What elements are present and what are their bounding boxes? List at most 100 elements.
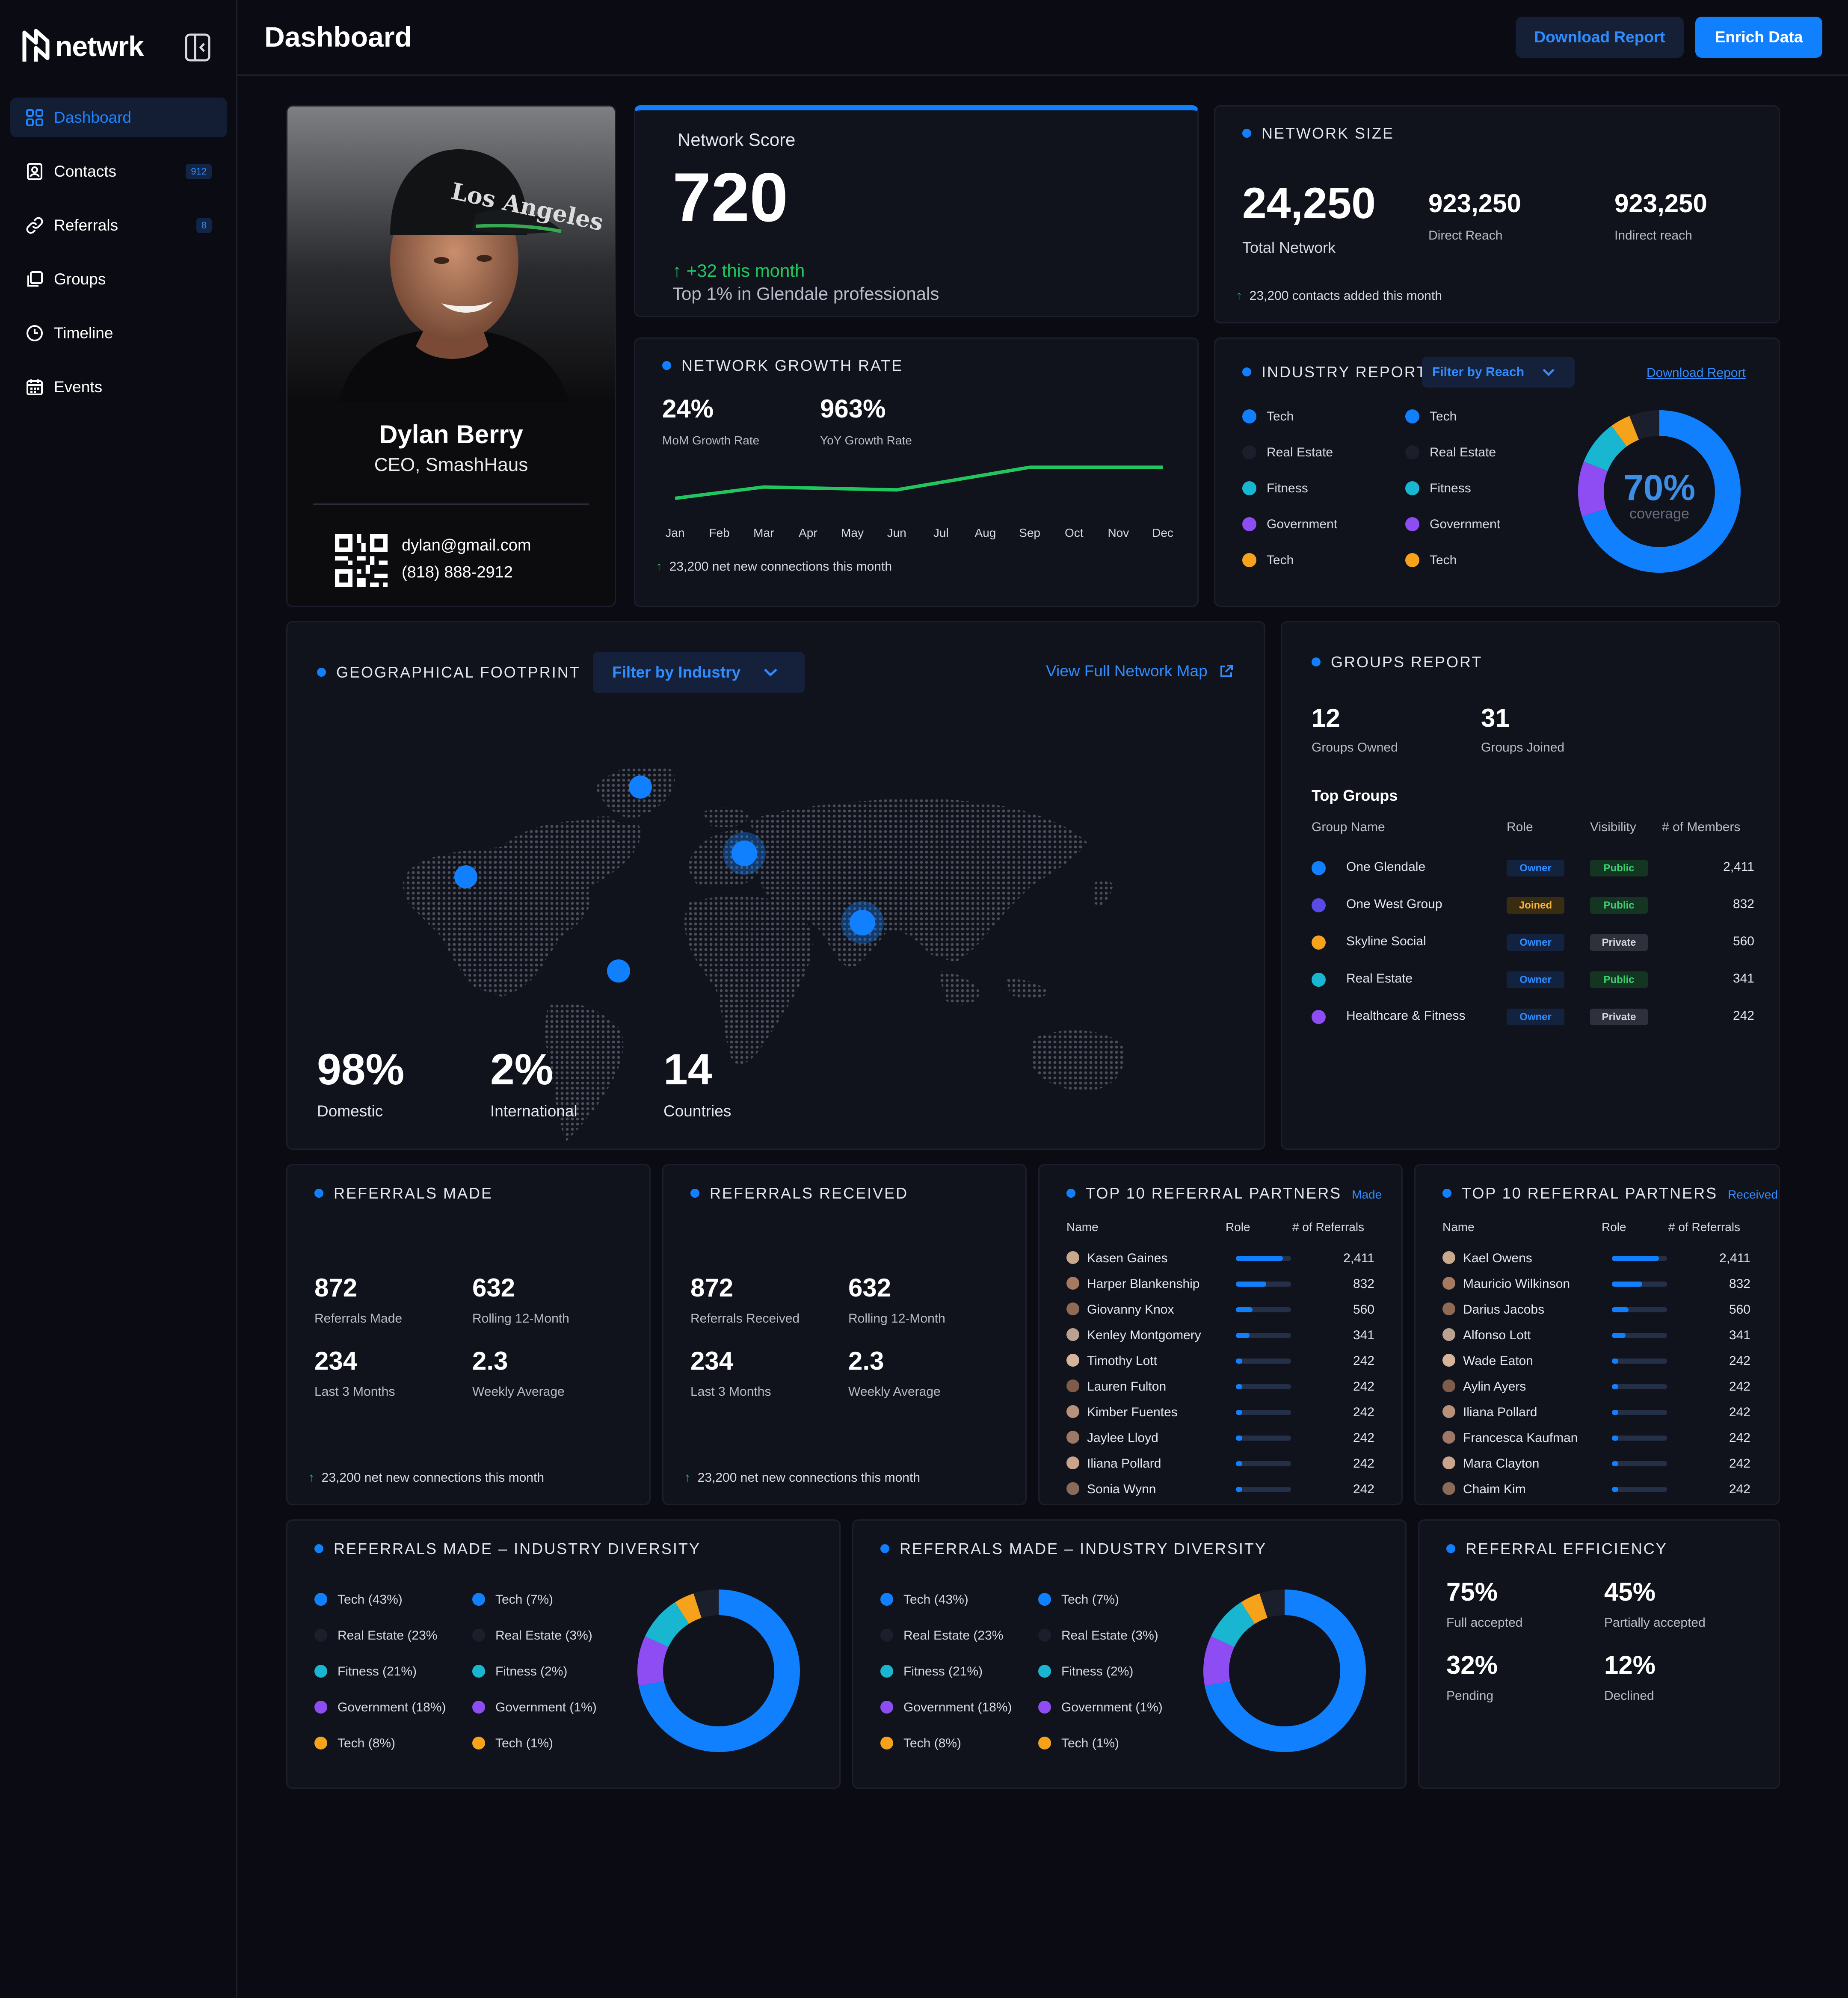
x-tick-label: Feb	[709, 526, 730, 539]
enrich-data-button[interactable]: Enrich Data	[1695, 17, 1822, 58]
sidebar-item-dashboard[interactable]: Dashboard	[10, 98, 227, 137]
list-item[interactable]: Kimber Fuentes 242	[1040, 1403, 1401, 1423]
profile-email[interactable]: dylan@gmail.com	[402, 536, 531, 554]
full-accepted-value: 75%	[1446, 1578, 1498, 1606]
referral-bar	[1612, 1307, 1667, 1312]
list-item[interactable]: Kasen Gaines 2,411	[1040, 1249, 1401, 1269]
sidebar-item-contacts[interactable]: Contacts 912	[10, 151, 227, 191]
list-item[interactable]: Lauren Fulton 242	[1040, 1377, 1401, 1397]
sidebar-item-groups[interactable]: Groups	[10, 259, 227, 299]
donut-slice-government	[1578, 462, 1608, 517]
referral-bar	[1612, 1461, 1667, 1466]
map-pin[interactable]	[732, 841, 757, 866]
list-item[interactable]: Sonia Wynn 242	[1040, 1480, 1401, 1500]
title-dot	[314, 1188, 323, 1198]
list-item[interactable]: Mauricio Wilkinson 832	[1416, 1274, 1777, 1295]
geo-footprint-card: GEOGRAPHICAL FOOTPRINT Filter by Industr…	[286, 621, 1265, 1150]
growth-line-chart	[675, 465, 1163, 500]
filter-label: Filter by Industry	[612, 663, 741, 681]
legend-item: Fitness (2%)	[472, 1664, 567, 1679]
partners-received-card: TOP 10 REFERRAL PARTNERS Received Name Ro…	[1414, 1164, 1780, 1505]
industry-download-link[interactable]: Download Report	[1647, 366, 1746, 380]
sidebar-item-referrals[interactable]: Referrals 8	[10, 205, 227, 245]
referral-bar	[1612, 1359, 1667, 1364]
map-pin[interactable]	[850, 910, 875, 935]
map-pin[interactable]	[607, 959, 630, 983]
list-item[interactable]: Giovanny Knox 560	[1040, 1300, 1401, 1320]
collapse-sidebar-icon[interactable]	[185, 33, 210, 62]
contacts-icon	[27, 163, 42, 180]
list-item[interactable]: Jaylee Lloyd 242	[1040, 1428, 1401, 1449]
group-members: 2,411	[1723, 860, 1754, 874]
legend-dot	[1242, 481, 1256, 495]
donut-slice-fitness	[645, 1602, 690, 1648]
legend-item: Real Estate (3%)	[1038, 1628, 1158, 1643]
logo[interactable]: netwrk	[22, 28, 144, 64]
download-report-button[interactable]: Download Report	[1516, 17, 1684, 58]
donut-slice-government	[637, 1636, 669, 1686]
table-row[interactable]: One Glendale Owner Public 2,411	[1282, 856, 1779, 882]
partner-name: Kasen Gaines	[1087, 1251, 1168, 1265]
partner-name: Timothy Lott	[1087, 1354, 1157, 1368]
table-row[interactable]: Skyline Social Owner Private 560	[1282, 930, 1779, 956]
referral-bar	[1612, 1436, 1667, 1441]
legend-item: Tech (1%)	[472, 1736, 553, 1751]
donut-slice-real-estate	[1259, 1589, 1285, 1618]
legend-label: Tech	[1267, 409, 1294, 423]
footer-text: 23,200 net new connections this month	[697, 1471, 921, 1485]
sidebar-item-timeline[interactable]: Timeline	[10, 313, 227, 353]
list-item[interactable]: Mara Clayton 242	[1416, 1454, 1777, 1474]
list-item[interactable]: Francesca Kaufman 242	[1416, 1428, 1777, 1449]
sidebar-item-label: Events	[54, 378, 103, 396]
groups-col-visibility: Visibility	[1590, 820, 1636, 834]
table-row[interactable]: Healthcare & Fitness Owner Private 242	[1282, 1005, 1779, 1030]
efficiency-title: REFERRAL EFFICIENCY	[1446, 1540, 1667, 1558]
legend-label: Fitness (21%)	[338, 1664, 417, 1678]
avatar	[1442, 1277, 1455, 1290]
list-item[interactable]: Wade Eaton 242	[1416, 1351, 1777, 1372]
group-members: 341	[1732, 971, 1754, 986]
legend-label: Fitness (2%)	[1061, 1664, 1134, 1678]
referral-count: 242	[1353, 1482, 1374, 1496]
legend-dot	[1038, 1629, 1051, 1642]
list-item[interactable]: Kenley Montgomery 341	[1040, 1326, 1401, 1346]
view-network-map-link[interactable]: View Full Network Map	[1046, 662, 1233, 680]
table-row[interactable]: Real Estate Owner Public 341	[1282, 968, 1779, 993]
list-item[interactable]: Chaim Kim 242	[1416, 1480, 1777, 1500]
list-item[interactable]: Aylin Ayers 242	[1416, 1377, 1777, 1397]
declined-value: 12%	[1604, 1651, 1656, 1679]
table-row[interactable]: One West Group Joined Public 832	[1282, 893, 1779, 919]
referral-bar-fill	[1236, 1461, 1243, 1466]
list-item[interactable]: Timothy Lott 242	[1040, 1351, 1401, 1372]
qr-code-icon[interactable]	[335, 534, 388, 587]
donut-slice-fitness	[1584, 426, 1627, 471]
title-text: NETWORK SIZE	[1262, 124, 1395, 142]
avatar	[1442, 1456, 1455, 1469]
legend-dot	[1038, 1665, 1051, 1678]
x-tick-label: Aug	[974, 526, 996, 539]
referral-count: 242	[1729, 1405, 1750, 1419]
list-item[interactable]: Darius Jacobs 560	[1416, 1300, 1777, 1320]
filter-by-industry-dropdown[interactable]: Filter by Industry	[593, 652, 805, 693]
groups-icon	[27, 271, 43, 287]
sidebar-item-label: Timeline	[54, 324, 113, 342]
list-item[interactable]: Iliana Pollard 242	[1040, 1454, 1401, 1474]
legend-dot	[1242, 517, 1256, 531]
profile-phone[interactable]: (818) 888-2912	[402, 563, 513, 581]
map-pin[interactable]	[454, 865, 477, 888]
page-title: Dashboard	[264, 21, 412, 53]
map-pin[interactable]	[629, 776, 652, 799]
list-item[interactable]: Alfonso Lott 341	[1416, 1326, 1777, 1346]
sidebar-item-events[interactable]: Events	[10, 367, 227, 407]
clock-icon	[27, 325, 43, 341]
filter-by-reach-dropdown[interactable]: Filter by Reach	[1422, 357, 1575, 388]
referrals-count-badge: 8	[196, 218, 212, 233]
list-item[interactable]: Harper Blankenship 832	[1040, 1274, 1401, 1295]
list-item[interactable]: Kael Owens 2,411	[1416, 1249, 1777, 1269]
referrals-made-footer: ↑ 23,200 net new connections this month	[308, 1471, 544, 1485]
partner-name: Kael Owens	[1463, 1251, 1532, 1265]
footer-text: 23,200 net new connections this month	[321, 1471, 545, 1485]
partially-accepted-value: 45%	[1604, 1578, 1656, 1606]
list-item[interactable]: Iliana Pollard 242	[1416, 1403, 1777, 1423]
groups-report-card: GROUPS REPORT 12 Groups Owned 31 Groups …	[1281, 621, 1780, 1150]
